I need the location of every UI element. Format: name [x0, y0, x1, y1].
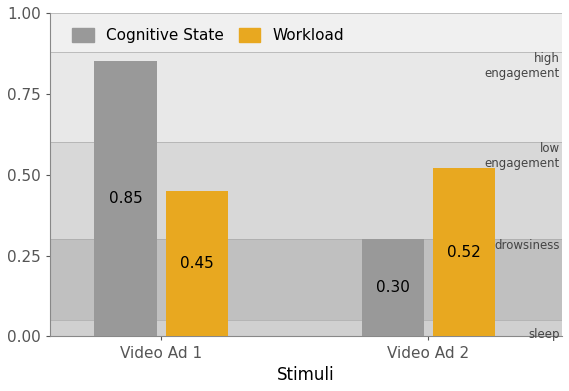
Bar: [433, 168, 495, 337]
Text: 0.85: 0.85: [109, 192, 142, 206]
Text: 0.52: 0.52: [447, 245, 481, 260]
Legend: Cognitive State, Workload: Cognitive State, Workload: [68, 24, 349, 48]
Text: sleep: sleep: [529, 328, 560, 341]
Bar: [50, 13, 562, 52]
X-axis label: Stimuli: Stimuli: [277, 366, 335, 384]
Bar: [166, 191, 228, 337]
Text: high
engagement: high engagement: [485, 52, 560, 80]
Bar: [361, 239, 424, 337]
Text: 0.45: 0.45: [180, 256, 213, 271]
Text: 0.30: 0.30: [376, 280, 410, 296]
Bar: [50, 142, 562, 239]
Text: drowsiness: drowsiness: [494, 239, 560, 253]
Bar: [50, 239, 562, 320]
Text: low
engagement: low engagement: [485, 142, 560, 170]
Bar: [94, 61, 156, 337]
Bar: [50, 52, 562, 142]
Bar: [50, 320, 562, 337]
